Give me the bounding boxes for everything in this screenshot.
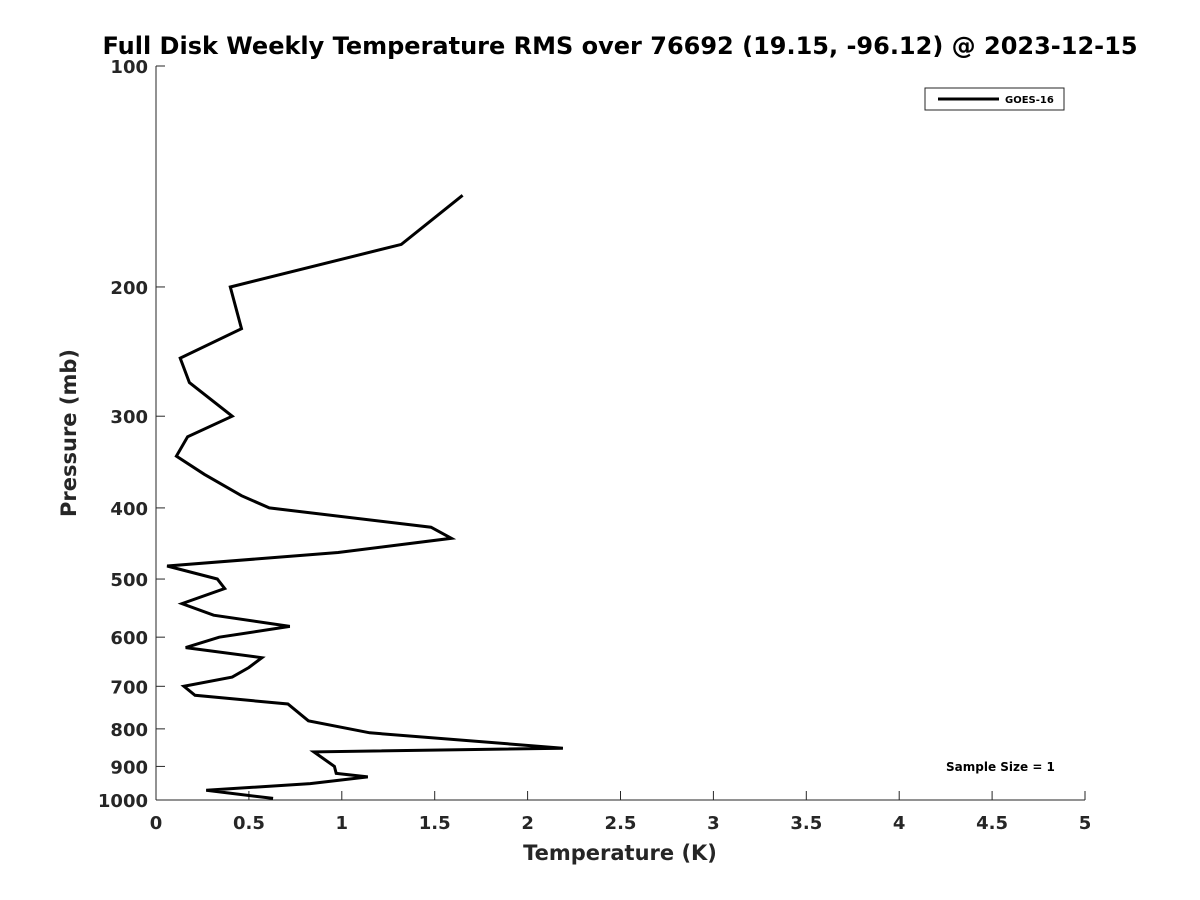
legend-entry-goes-16: GOES-16 <box>1005 95 1054 106</box>
x-axis-label: Temperature (K) <box>523 841 717 865</box>
series-line-goes-16 <box>166 194 564 800</box>
y-tick-label: 300 <box>110 407 148 428</box>
y-tick-label: 900 <box>110 757 148 778</box>
x-tick-label: 1 <box>336 813 349 834</box>
y-tick-label: 600 <box>110 628 148 649</box>
legend: GOES-16 <box>924 87 1065 111</box>
y-tick-label: 500 <box>110 570 148 591</box>
x-tick-label: 4 <box>893 813 906 834</box>
x-tick-label: 0.5 <box>233 813 265 834</box>
y-ticks: 100 200 300 400 500 600 700 800 900 1000 <box>98 57 165 812</box>
x-tick-label: 5 <box>1079 813 1092 834</box>
x-tick-label: 3 <box>707 813 720 834</box>
x-tick-label: 2.5 <box>605 813 637 834</box>
x-tick-label: 0 <box>150 813 163 834</box>
sample-size-annotation: Sample Size = 1 <box>946 760 1055 774</box>
y-tick-label: 1000 <box>98 791 148 812</box>
y-axis-label: Pressure (mb) <box>57 349 81 517</box>
x-tick-label: 2 <box>521 813 534 834</box>
x-tick-label: 4.5 <box>976 813 1008 834</box>
x-tick-label: 1.5 <box>419 813 451 834</box>
y-tick-label: 200 <box>110 278 148 299</box>
y-tick-label: 100 <box>110 57 148 78</box>
x-tick-label: 3.5 <box>790 813 822 834</box>
plot-area: 0 0.5 1 1.5 2 2.5 3 3.5 4 4.5 5 100 200 300 400 500 600… <box>98 57 1091 834</box>
y-tick-label: 800 <box>110 720 148 741</box>
y-tick-label: 400 <box>110 499 148 520</box>
chart-title: Full Disk Weekly Temperature RMS over 76… <box>102 32 1137 60</box>
y-tick-label: 700 <box>110 677 148 698</box>
x-ticks: 0 0.5 1 1.5 2 2.5 3 3.5 4 4.5 5 <box>150 791 1092 834</box>
